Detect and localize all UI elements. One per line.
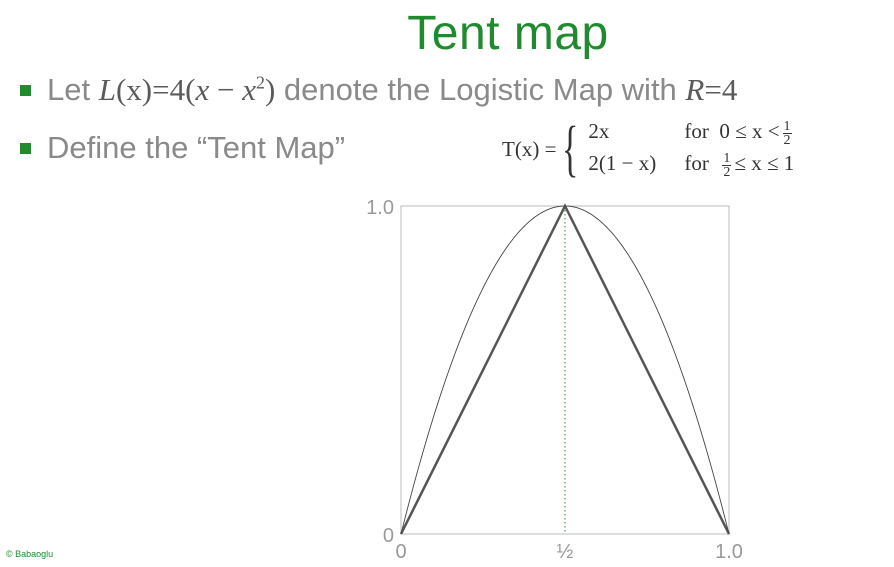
case1-range: 0 ≤ x < [719,119,780,144]
case2-for: for [684,151,709,175]
logistic-exponent: 2 [255,72,265,93]
bullet-tent: Define the “Tent Map” [20,130,345,166]
formula-cases: 2x for 0 ≤ x <1 2 2(1 − x) for 1 2 ≤ x ≤ 1 [588,119,794,179]
copyright-note: © Babaoglu [6,549,54,559]
case2-expression: 2(1 − x) [588,151,657,175]
bullet-square-icon [20,84,31,96]
param-value: =4 [704,72,738,107]
x-tick-label: 1.0 [715,541,743,563]
formula-lhs: T(x) = [502,136,557,161]
logistic-close: ) [264,72,276,107]
fraction-denominator: 2 [783,133,791,148]
case2-condition: for 1 2 ≤ x ≤ 1 [684,151,794,179]
param-formula: R=4 [685,72,737,107]
logistic-func-symbol: L [98,72,116,107]
logistic-formula: L(x)=4(x − x2) [99,72,276,107]
logistic-var1: x [195,72,210,107]
param-symbol: R [685,72,705,107]
tent-map-formula: T(x) = { 2x for 0 ≤ x <1 2 2(1 − x) for 1… [502,118,795,180]
x-tick-label: ½ [557,541,574,563]
bullet-logistic: Let L(x)=4(x − x2) denote the Logistic M… [20,72,737,108]
bullet-logistic-prefix: Let [47,72,99,107]
case1-expression: 2x [588,119,610,144]
x-tick-label: 0 [395,541,406,563]
y-tick-label: 0 [383,525,394,547]
logistic-arg: (x) [115,72,153,107]
logistic-minus: − [209,72,243,107]
logistic-var2: x [242,72,256,107]
fraction-denominator: 2 [723,164,731,180]
bullet-logistic-suffix: denote the Logistic Map with [275,72,686,107]
slide-title: Tent map [407,7,609,60]
case1-for: for [684,119,709,144]
bullet-square-icon [20,142,31,154]
bullet-tent-text: Define the “Tent Map” [47,130,346,165]
fraction-numerator: 1 [782,119,792,134]
bullet-logistic-text: Let L(x)=4(x − x2) denote the Logistic M… [47,72,737,108]
y-tick-label: 1.0 [366,197,394,219]
fraction-numerator: 1 [722,150,732,166]
logistic-eq: =4( [152,72,196,107]
case1-condition: for 0 ≤ x <1 2 [684,119,794,148]
case2-range: ≤ x ≤ 1 [734,151,795,175]
logistic-curve [400,205,730,535]
